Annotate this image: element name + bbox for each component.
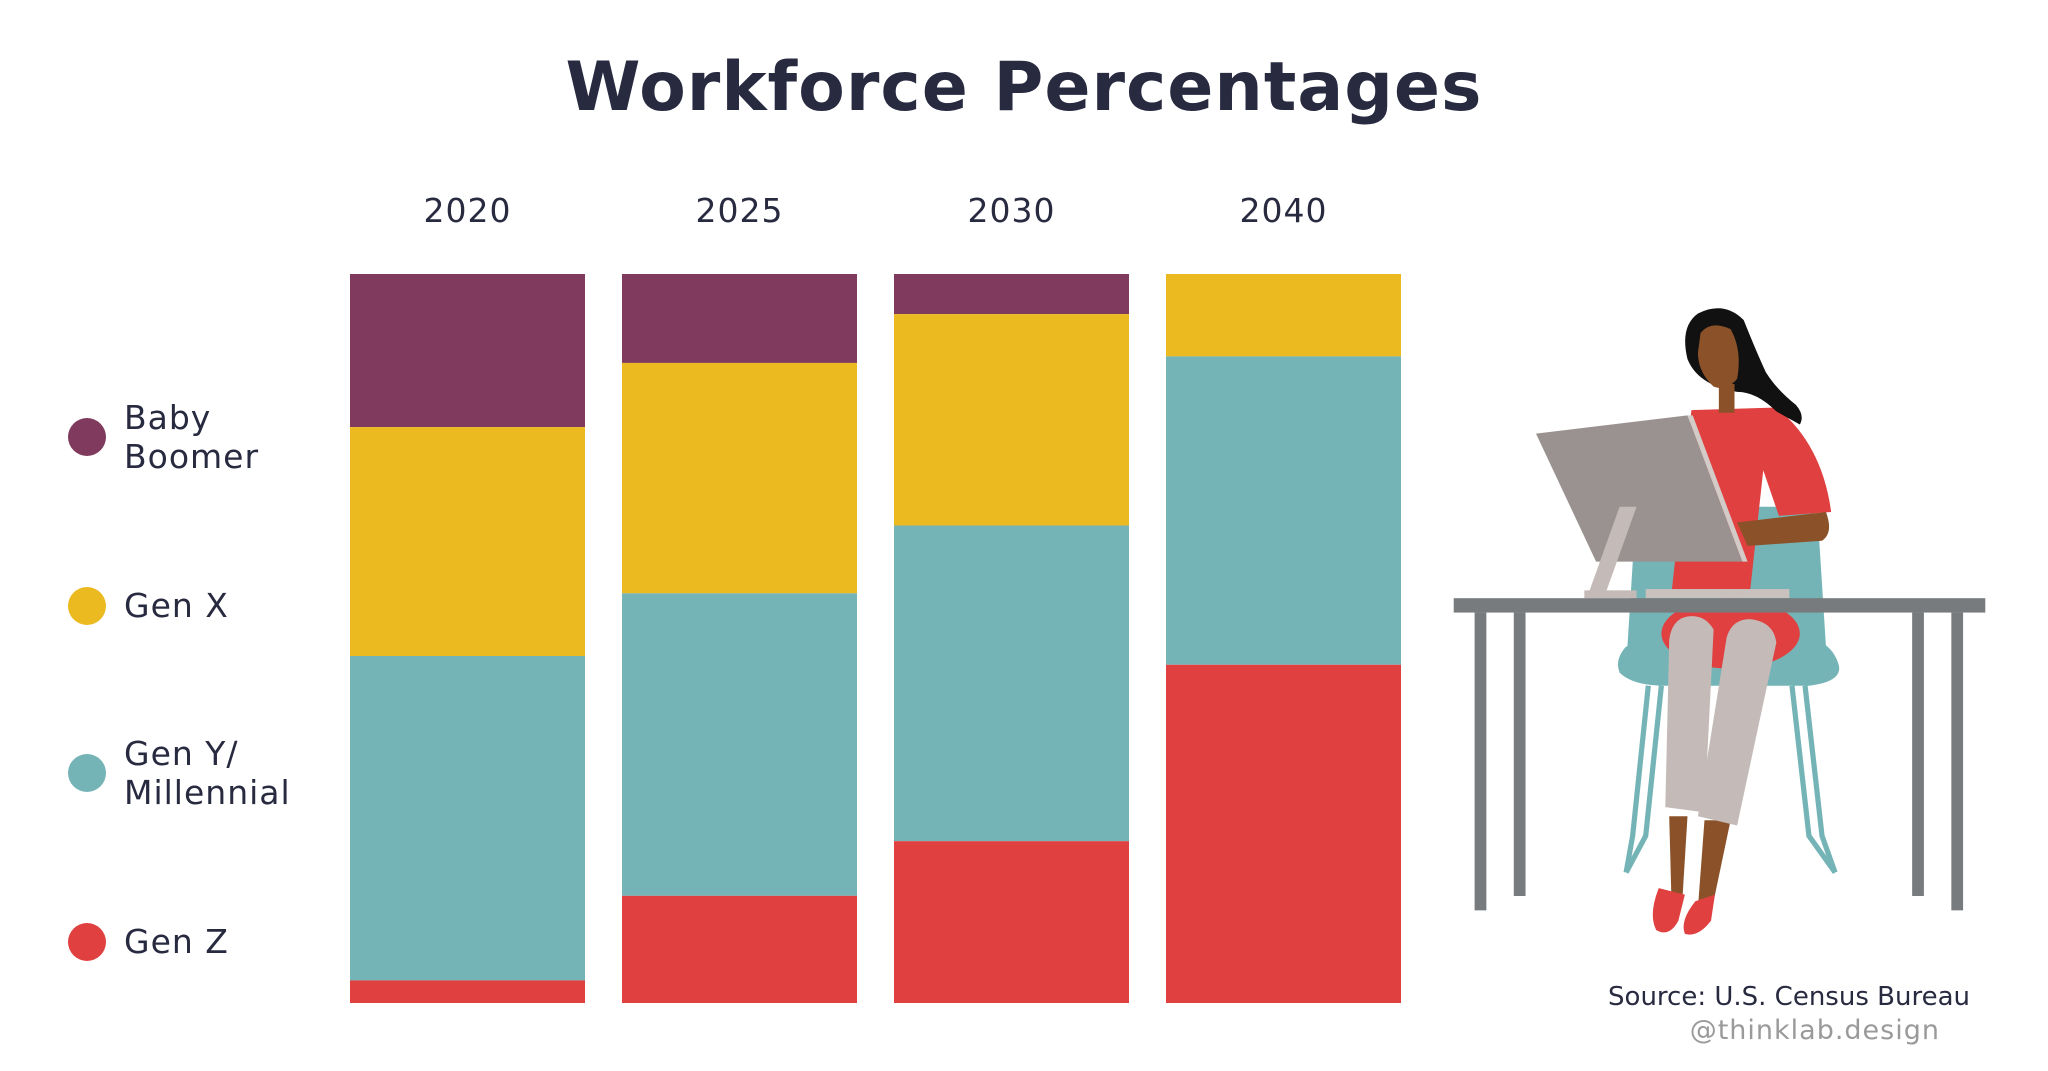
legend-swatch (68, 754, 106, 792)
legend-swatch (68, 418, 106, 456)
legend-item-gen-x: Gen X (68, 586, 229, 625)
legend-swatch (68, 586, 106, 625)
x-tick-label: 2020 (424, 191, 512, 230)
bar-segment-2020-gen-y-millennial (350, 655, 585, 981)
legend-label: Gen Z (124, 922, 229, 961)
x-tick-label: 2030 (968, 191, 1056, 230)
bar-segment-2030-gen-x (894, 314, 1129, 526)
bar-segment-2020-gen-x (350, 427, 585, 656)
legend-item-gen-z: Gen Z (68, 922, 229, 961)
legend-label: Gen X (124, 586, 229, 625)
legend-item-gen-y: Gen Y/ Millennial (68, 734, 291, 812)
woman (1652, 308, 1832, 935)
author-handle: @thinklab.design (1689, 1015, 1940, 1046)
legend-item-baby-boomer: Baby Boomer (68, 398, 259, 476)
desk (1453, 598, 1986, 911)
bar-segment-2020-baby-boomer (350, 274, 585, 428)
bar-segment-2025-baby-boomer (622, 274, 857, 363)
bar-segment-2025-gen-x (622, 362, 857, 594)
source-note: Source: U.S. Census Bureau (1608, 982, 1970, 1012)
bar-segment-2030-baby-boomer (894, 274, 1129, 315)
x-tick-label: 2025 (696, 191, 784, 230)
monitor (1535, 415, 1790, 599)
chart-title: Workforce Percentages (565, 48, 1483, 127)
bar-segment-2030-gen-y-millennial (894, 525, 1129, 842)
bar-segment-2040-gen-x (1166, 274, 1401, 357)
x-tick-label: 2040 (1240, 191, 1328, 230)
bar-segment-2040-gen-y-millennial (1166, 356, 1401, 665)
bar-segment-2020-gen-z (350, 980, 585, 1003)
bar-segment-2025-gen-y-millennial (622, 593, 857, 896)
bar-segment-2025-gen-z (622, 895, 857, 1003)
legend-label: Baby Boomer (124, 398, 260, 476)
legend-swatch (68, 922, 106, 961)
legend-label: Gen Y/ Millennial (124, 734, 291, 812)
bar-segment-2030-gen-z (894, 841, 1129, 1003)
bar-segment-2040-gen-z (1166, 664, 1401, 1003)
